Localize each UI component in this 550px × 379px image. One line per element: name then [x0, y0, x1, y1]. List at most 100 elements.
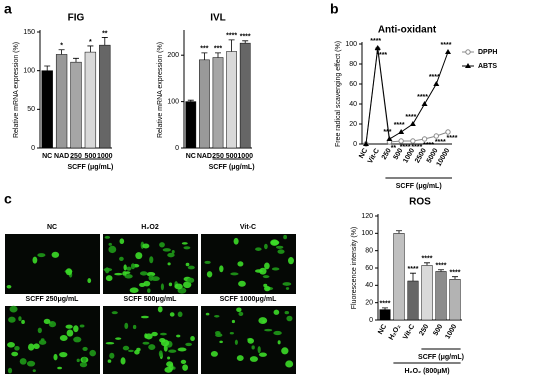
cell: [160, 339, 170, 347]
significance-label: ****: [441, 42, 452, 49]
cell: [135, 252, 143, 260]
cell: [219, 265, 224, 273]
y-axis-label: Free radical scavenging effect (%): [335, 41, 342, 147]
significance-label: ****: [450, 270, 461, 277]
cell: [159, 242, 165, 248]
cell: [176, 334, 181, 338]
cell: [277, 340, 281, 345]
cell: [19, 358, 27, 365]
image-label: SCFF 250μg/mL: [26, 296, 80, 303]
bar: [226, 51, 237, 149]
cell: [82, 356, 87, 363]
cell: [171, 250, 175, 254]
bar: [212, 57, 224, 149]
x-tick-label: NC: [186, 153, 196, 160]
bar: [199, 59, 210, 149]
cell: [51, 251, 60, 258]
significance-label: *: [60, 43, 63, 50]
x-tick-label: Vit-C: [367, 147, 381, 165]
series-line: [365, 48, 449, 145]
y-tick-label: 0: [175, 145, 179, 152]
y-tick-label: 20: [349, 121, 357, 128]
significance-label: ****: [394, 122, 405, 129]
group-label: H₂O₂ (800μM): [404, 368, 449, 375]
error-bar: [187, 99, 194, 102]
image: [103, 234, 198, 294]
error-bar: [438, 269, 444, 272]
cell: [251, 345, 255, 350]
cell: [124, 274, 133, 279]
cell: [249, 356, 258, 362]
cell: [7, 342, 15, 348]
cell: [122, 271, 127, 276]
significance-label: ****: [411, 144, 422, 151]
cell: [130, 263, 136, 270]
cell: [53, 353, 58, 361]
x-tick-label: 250: [212, 153, 224, 160]
marker: [445, 129, 451, 135]
cell: [142, 341, 150, 345]
legend-label: DPPH: [478, 49, 497, 56]
cell: [126, 266, 132, 271]
x-tick-label: 500: [85, 153, 97, 160]
cell: [11, 351, 19, 357]
error-bar: [410, 272, 416, 281]
cell: [142, 243, 150, 249]
marker: [398, 138, 404, 144]
cell: [177, 311, 183, 318]
cell: [32, 256, 38, 264]
chart-title: FIG: [68, 13, 85, 24]
x-tick-label: NC: [377, 323, 388, 335]
bar: [435, 271, 447, 321]
cell: [214, 314, 220, 318]
significance-label: *: [89, 39, 92, 46]
cell: [87, 278, 92, 284]
cell: [206, 271, 213, 278]
x-tick-label: 500: [393, 147, 405, 161]
cell: [277, 249, 285, 254]
x-tick-label: NC: [358, 147, 369, 159]
cell: [105, 341, 115, 345]
significance-label: ****: [447, 135, 458, 142]
significance-label: ****: [423, 142, 434, 149]
cell: [169, 363, 174, 371]
cell: [205, 312, 210, 316]
cell: [183, 281, 192, 289]
legend-label: ABTS: [478, 63, 497, 70]
cell: [132, 324, 137, 330]
cell: [65, 324, 73, 329]
bar: [84, 51, 97, 149]
y-tick-label: 60: [365, 265, 373, 272]
image-label: Vit-C: [240, 224, 256, 231]
cell: [230, 272, 239, 276]
cell: [182, 364, 188, 371]
image-label: SCFF 500μg/mL: [124, 296, 178, 303]
cell: [183, 246, 191, 250]
x-tick-label: NC: [42, 153, 52, 160]
group-label: SCFF (μg/mL): [209, 164, 255, 171]
cell: [167, 262, 171, 266]
bar: [239, 42, 251, 149]
legend-marker: [465, 63, 471, 68]
cell: [168, 349, 177, 353]
cell: [108, 242, 112, 246]
cell: [167, 356, 171, 360]
cell: [14, 345, 20, 351]
y-tick-label: 0: [31, 145, 35, 152]
significance-label: ****: [226, 33, 237, 40]
cell: [107, 359, 112, 363]
y-tick-label: 100: [361, 230, 373, 237]
cell: [185, 262, 190, 267]
y-axis-label: Relative mRNA expression (%): [13, 42, 20, 138]
cell: [187, 277, 195, 283]
cell: [139, 271, 148, 276]
cell: [149, 256, 154, 264]
cell: [264, 285, 271, 292]
cell: [231, 319, 236, 324]
cell: [270, 240, 280, 246]
microscopy-grid: NC H₂O2 Vit-C SCFF 250μg/mL SCFF 500μg/mL SCF…: [5, 224, 296, 374]
cell: [6, 284, 12, 289]
x-tick-label: NAD: [54, 153, 69, 160]
cell: [174, 283, 183, 290]
y-tick-label: 50: [27, 106, 35, 113]
